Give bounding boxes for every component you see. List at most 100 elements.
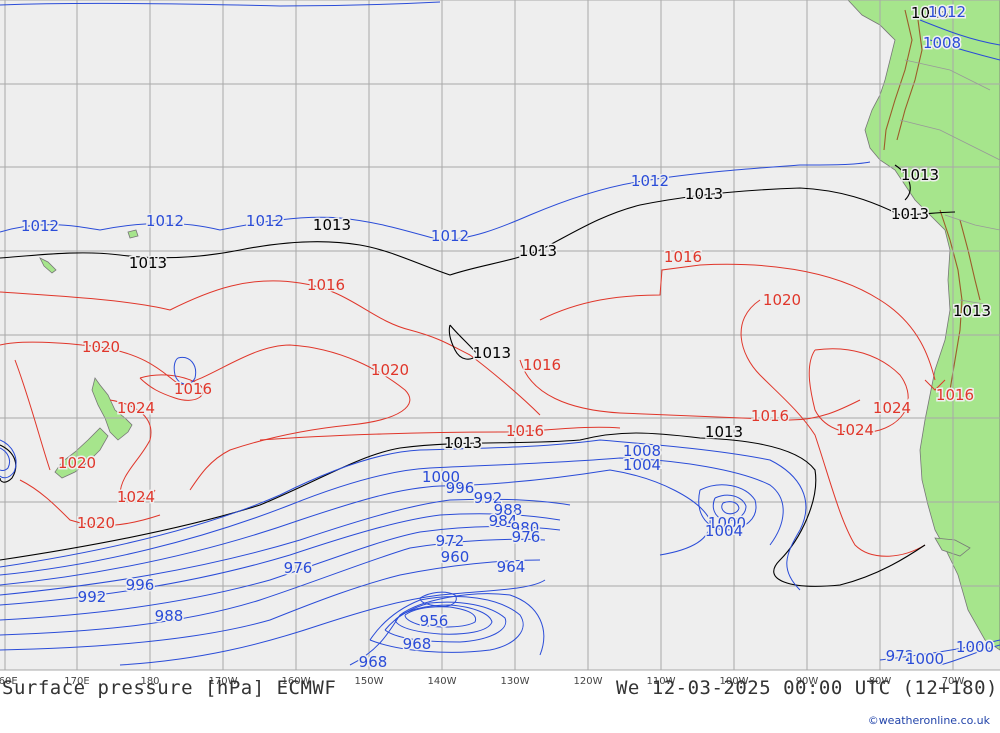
isobar-1020-west	[0, 341, 411, 491]
isobar-1013-north	[0, 187, 956, 276]
isobar-1016-west	[0, 280, 541, 416]
isobar-label: 996	[126, 576, 155, 594]
isobar-label: 980	[511, 519, 540, 537]
isobar-label: 1016	[307, 276, 345, 294]
isobar-label: 1024	[117, 488, 155, 506]
isobar-label: 1024	[117, 399, 155, 417]
longitude-tick-label: 120W	[574, 676, 603, 687]
border-4	[959, 299, 991, 306]
isobar-label: 1013	[891, 205, 929, 223]
isobar-1004-loop	[698, 484, 757, 531]
isobar-1020-west-edge	[14, 359, 51, 471]
isobar-label: 1013	[313, 216, 351, 234]
isobar-label: 1020	[371, 361, 409, 379]
isobar-1016-loop-nz	[139, 374, 204, 401]
isobar-1013-south	[0, 432, 926, 587]
isobar-west-loop-a	[0, 439, 17, 479]
isobar-label: 1013	[129, 254, 167, 272]
border-2	[899, 119, 1000, 161]
isobar-956	[404, 606, 477, 628]
isobar-1013-island	[448, 324, 479, 360]
isobar-1000-loop	[712, 494, 747, 521]
land-masses	[39, 0, 1000, 651]
isobar-1016-chile	[924, 379, 946, 391]
andes-ridge-1	[883, 9, 913, 151]
longitude-tick-label: 110W	[647, 676, 676, 687]
isobar-992	[0, 513, 561, 606]
andes-ridge-4	[959, 219, 981, 301]
isobar-1012-ne	[919, 19, 1000, 46]
isobar-label: 972	[436, 532, 465, 550]
isobar-label: 968	[359, 653, 388, 671]
isobar-label: 1012	[21, 217, 59, 235]
longitude-tick-label: 150W	[355, 676, 384, 687]
isobar-988	[0, 525, 561, 621]
isobar-label: 1013	[911, 4, 949, 22]
isobar-1016-east-upper	[539, 263, 936, 381]
isobar-label: 1013	[473, 344, 511, 362]
map-title: Surface pressure [hPa] ECMWF	[2, 677, 337, 699]
border-3	[944, 214, 1000, 231]
isobar-label: 960	[441, 548, 470, 566]
isobar-label: 1020	[58, 454, 96, 472]
isobar-label: 1008	[623, 442, 661, 460]
isobar-label: 964	[497, 558, 526, 576]
isobar-1020-nz-south	[19, 479, 161, 526]
longitude-tick-label: 160E	[0, 676, 18, 687]
isobar-label: 1016	[506, 422, 544, 440]
isobar-label: 984	[489, 512, 518, 530]
isobar-label: 1016	[751, 407, 789, 425]
isobar-1000-se	[939, 644, 1000, 666]
isobar-label: 1000	[956, 638, 994, 656]
isobar-label: 968	[403, 635, 432, 653]
isobar-label: 1016	[936, 386, 974, 404]
country-borders	[899, 59, 1000, 306]
isobar-label: 1008	[923, 34, 961, 52]
isobar-984	[0, 538, 546, 636]
longitude-tick-label: 160W	[282, 676, 311, 687]
isobar-1013-west-loop	[0, 444, 17, 483]
isobar-label: 1012	[146, 212, 184, 230]
new-zealand-south-island	[54, 427, 109, 479]
isobar-996-loop	[721, 501, 740, 515]
south-america	[847, 0, 1000, 651]
isobar-label: 1012	[246, 212, 284, 230]
isobar-label: 1020	[82, 338, 120, 356]
isobar-label: 1000	[422, 468, 460, 486]
longitude-tick-label: 170E	[64, 676, 89, 687]
isobar-label: 988	[494, 501, 523, 519]
isobar-label: 1013	[953, 302, 991, 320]
isobar-976	[119, 579, 546, 666]
longitude-tick-label: 170W	[209, 676, 238, 687]
longitude-tick-label: 130W	[501, 676, 530, 687]
isobar-label: 1024	[873, 399, 911, 417]
isobar-label: 996	[446, 479, 475, 497]
longitude-tick-label: 80W	[869, 676, 892, 687]
isobar-1013-andes	[894, 164, 911, 201]
isobar-label: 1013	[444, 434, 482, 452]
isobar-label: 1012	[928, 3, 966, 21]
isobar-1012-se	[879, 639, 1000, 661]
longitude-tick-label: 100W	[720, 676, 749, 687]
isobar-968	[369, 596, 524, 653]
isobar-1016-east-lower	[519, 359, 861, 421]
isobar-label: 1000	[906, 650, 944, 668]
isobar-1020-east	[740, 299, 926, 557]
isobar-west-loop-b	[0, 447, 11, 471]
small-island	[127, 229, 139, 239]
isobar-996	[0, 498, 571, 596]
isobars-low	[0, 1, 1000, 666]
isobar-label: 1016	[523, 356, 561, 374]
isobar-1012-top	[0, 1, 441, 7]
credit-link[interactable]: ©weatheronline.co.uk	[867, 714, 990, 727]
isobars-1013	[0, 164, 956, 587]
isobar-1016-central	[259, 426, 621, 441]
isobar-1000	[0, 469, 711, 586]
isobars-high	[0, 263, 946, 557]
new-zealand-north-island	[91, 377, 133, 441]
isobar-1012-loop	[173, 356, 197, 385]
isobar-label: 1013	[901, 166, 939, 184]
isobar-label: 992	[78, 588, 107, 606]
isobar-label: 956	[420, 612, 449, 630]
isobar-low-center	[419, 591, 457, 607]
